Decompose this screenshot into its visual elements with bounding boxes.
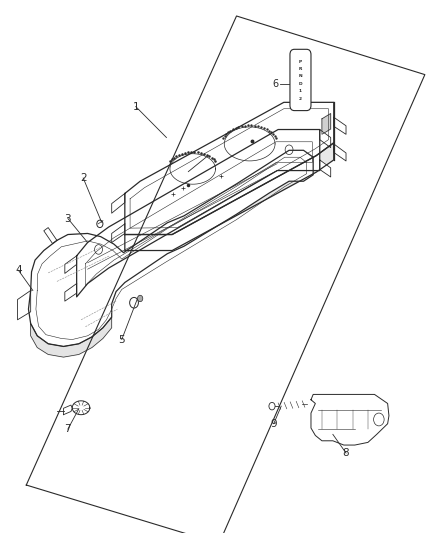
Polygon shape (334, 117, 346, 134)
Polygon shape (64, 405, 72, 415)
Polygon shape (320, 130, 331, 148)
Circle shape (269, 402, 275, 410)
Text: 2: 2 (299, 97, 302, 101)
Text: 7: 7 (64, 424, 71, 434)
Text: 1: 1 (299, 90, 302, 93)
Polygon shape (28, 150, 313, 346)
Polygon shape (334, 144, 346, 161)
Text: 3: 3 (64, 214, 71, 223)
Text: 1: 1 (132, 102, 139, 111)
Text: N: N (299, 75, 302, 78)
FancyBboxPatch shape (290, 50, 311, 111)
Text: P: P (299, 60, 302, 63)
Text: 4: 4 (15, 265, 22, 275)
Text: 2: 2 (80, 173, 87, 183)
Polygon shape (44, 228, 57, 244)
Polygon shape (320, 160, 331, 177)
Polygon shape (77, 130, 320, 297)
Text: 8: 8 (343, 448, 350, 458)
Text: R: R (299, 67, 302, 71)
Polygon shape (125, 102, 334, 235)
Polygon shape (112, 224, 125, 243)
Polygon shape (18, 290, 31, 320)
Polygon shape (65, 256, 77, 273)
Text: D: D (299, 82, 302, 86)
Polygon shape (65, 284, 77, 301)
Circle shape (138, 295, 143, 302)
Polygon shape (322, 114, 331, 134)
Polygon shape (125, 143, 334, 251)
Polygon shape (311, 394, 389, 445)
Text: 9: 9 (270, 419, 277, 429)
Polygon shape (31, 317, 112, 357)
Polygon shape (112, 193, 125, 213)
Text: 5: 5 (118, 335, 125, 344)
Text: 6: 6 (272, 79, 278, 88)
